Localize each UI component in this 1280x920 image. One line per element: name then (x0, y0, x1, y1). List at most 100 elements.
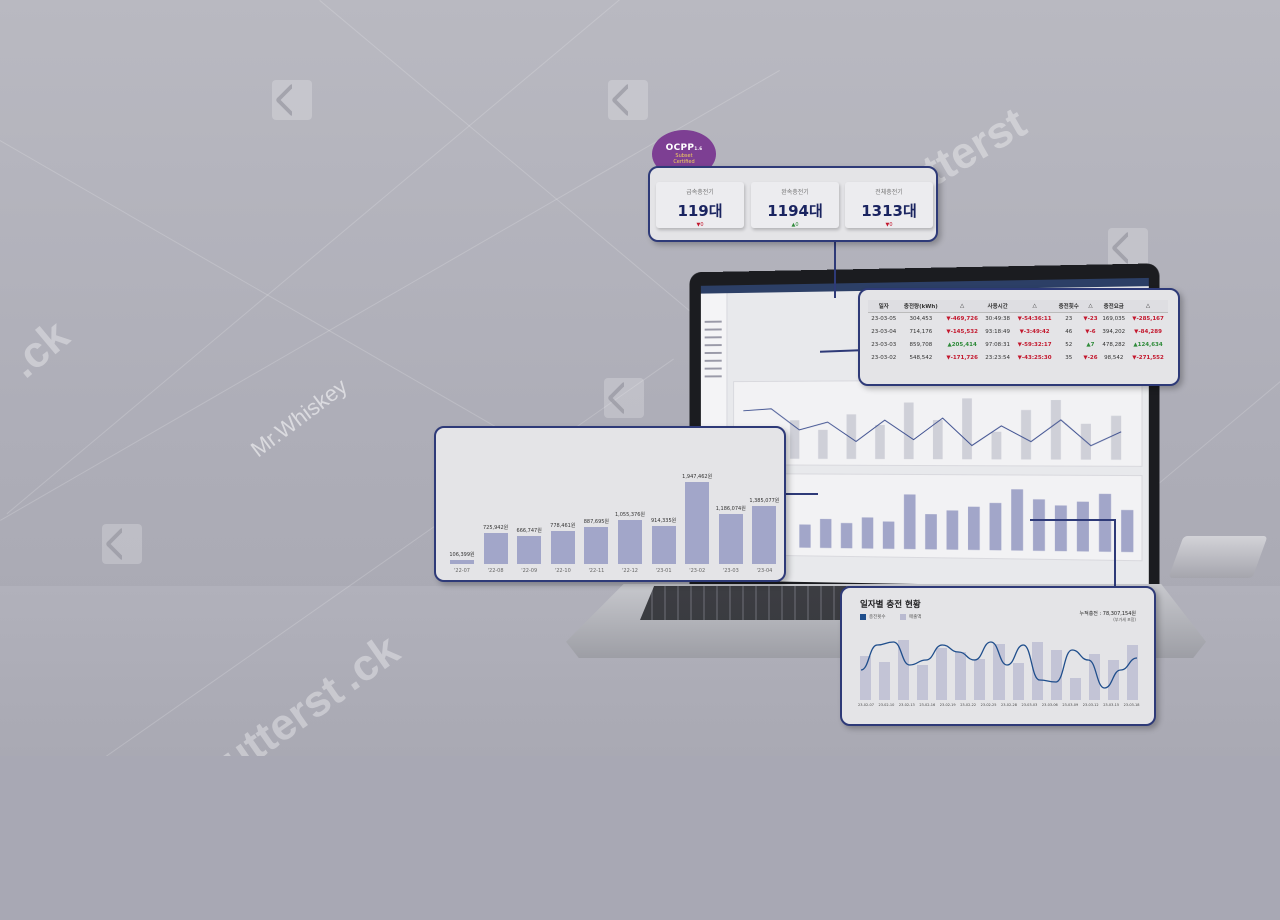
monthly-x-label: '23-02 (682, 568, 712, 574)
charger-count-card: 급속충전기 119대 ▼0 완속충전기 1194대 ▲0 전체충전기 1313대… (648, 166, 938, 242)
daily-x-label: 23-03-15 (1101, 703, 1121, 707)
table-cell: ▼-84,289 (1128, 325, 1168, 338)
monthly-bar-label: 106,399원 (440, 551, 484, 558)
table-cell: ▼-271,552 (1128, 351, 1168, 364)
table-cell: ▼-171,726 (942, 351, 982, 364)
daily-usage-table: 일자 충전량(kWh) △ 사용시간 △ 충전횟수 △ 충전요금 △ 23-03… (868, 300, 1168, 364)
table-cell: 35 (1056, 351, 1082, 364)
table-row: 23-03-02 548,542 ▼-171,726 23:23:54 ▼-43:25:… (868, 351, 1168, 364)
table-cell: ▼-469,726 (942, 312, 982, 325)
table-cell: ▲124,634 (1128, 338, 1168, 351)
table-cell: 169,035 (1099, 312, 1128, 325)
monthly-x-label: '22-11 (581, 568, 611, 574)
ocpp-badge-title: OCPP (666, 143, 695, 153)
watermark-credit: Mr.Whiskey (246, 374, 352, 463)
bottom-band (0, 756, 1280, 920)
table-cell: ▼-3:49:42 (1013, 325, 1056, 338)
table-cell: 23-03-03 (868, 338, 900, 351)
stat-slow-charger: 완속충전기 1194대 ▲0 (751, 182, 839, 228)
monthly-x-label: '22-12 (615, 568, 645, 574)
table-cell: 52 (1056, 338, 1082, 351)
monthly-x-label: '23-03 (716, 568, 746, 574)
monthly-bar-label: 1,385,077원 (742, 497, 786, 504)
daily-x-label: 23-02-28 (999, 703, 1019, 707)
daily-x-label: 23-02-25 (979, 703, 999, 707)
monthly-bar (719, 514, 743, 564)
stat-delta: ▼0 (656, 222, 744, 228)
table-cell: 93:18:49 (982, 325, 1013, 338)
cumulative-total-note: (부가세 포함) (1080, 617, 1137, 623)
table-cell: 23 (1056, 312, 1082, 325)
daily-x-label: 23-02-07 (856, 703, 876, 707)
callout-connector (1114, 519, 1116, 587)
table-cell: 98,542 (1099, 351, 1128, 364)
dashboard-line-chart-panel (733, 379, 1142, 467)
watermark-text: .ck (0, 311, 79, 389)
table-cell: 394,202 (1099, 325, 1128, 338)
table-cell: 859,708 (900, 338, 943, 351)
stat-delta: ▼0 (845, 222, 933, 228)
table-header: 사용시간 (982, 300, 1013, 312)
monthly-x-label: '23-01 (649, 568, 679, 574)
monthly-bar (618, 520, 642, 564)
table-header-row: 일자 충전량(kWh) △ 사용시간 △ 충전횟수 △ 충전요금 △ (868, 300, 1168, 312)
table-cell: 23-03-04 (868, 325, 900, 338)
ocpp-badge-certified: Certified (652, 159, 716, 165)
cumulative-total-value: 누적충전 : 78,307,154원 (1080, 610, 1137, 617)
table-cell: ▼-59:32:17 (1013, 338, 1056, 351)
monthly-bar (685, 482, 709, 564)
table-cell: 548,542 (900, 351, 943, 364)
monthly-bar (484, 533, 508, 564)
table-row: 23-03-05 304,453 ▼-469,726 30:49:38 ▼-54:36:… (868, 312, 1168, 325)
phone-device (1168, 536, 1267, 578)
daily-x-label: 23-03-18 (1122, 703, 1142, 707)
callout-connector (834, 242, 836, 298)
table-cell: ▼-145,532 (942, 325, 982, 338)
daily-charging-card: 일자별 충전 현황 충전횟수 매출액 누적충전 : 78,307,154원 (부… (840, 586, 1156, 726)
daily-charging-chart: 23-02-07 23-02-10 23-02-13 23-02-16 23-02-19… (856, 632, 1142, 712)
table-header: △ (1082, 300, 1100, 312)
stat-value: 119대 (656, 200, 744, 221)
daily-x-label: 23-02-19 (938, 703, 958, 707)
cumulative-total: 누적충전 : 78,307,154원 (부가세 포함) (1080, 610, 1137, 623)
legend-item-count: 충전횟수 (860, 614, 886, 620)
table-cell: 23-03-05 (868, 312, 900, 325)
legend-label: 충전횟수 (869, 614, 886, 620)
table-row: 23-03-03 859,708 ▲205,414 97:08:31 ▼-59:32:1… (868, 338, 1168, 351)
stat-total-charger: 전체충전기 1313대 ▼0 (845, 182, 933, 228)
table-cell: 23:23:54 (982, 351, 1013, 364)
monthly-bar-label: 914,335원 (642, 517, 686, 524)
watermark-logo-icon (272, 80, 312, 120)
monthly-bar (752, 506, 776, 564)
monthly-bar (517, 536, 541, 564)
legend-label: 매출액 (909, 614, 921, 620)
stat-delta: ▲0 (751, 222, 839, 228)
table-cell: ▼-54:36:11 (1013, 312, 1056, 325)
table-cell: ▲205,414 (942, 338, 982, 351)
table-header: 충전량(kWh) (900, 300, 943, 312)
watermark-logo-icon (102, 524, 142, 564)
callout-connector (784, 493, 818, 495)
table-cell: 478,282 (1099, 338, 1128, 351)
table-cell: ▼-6 (1082, 325, 1100, 338)
monthly-bar-label: 1,186,074원 (709, 505, 753, 512)
table-cell: 714,176 (900, 325, 943, 338)
table-header: 충전요금 (1099, 300, 1128, 312)
watermark-logo-icon (1108, 228, 1148, 268)
monthly-bar (450, 560, 474, 564)
monthly-x-label: '22-07 (447, 568, 477, 574)
daily-x-label: 23-03-03 (1019, 703, 1039, 707)
dashboard-bar-chart-panel (733, 473, 1142, 561)
table-cell: 46 (1056, 325, 1082, 338)
table-header: △ (1128, 300, 1168, 312)
daily-chart-title: 일자별 충전 현황 (860, 598, 921, 610)
stat-fast-charger: 급속충전기 119대 ▼0 (656, 182, 744, 228)
stat-label: 전체충전기 (845, 187, 933, 196)
daily-line (861, 642, 1137, 688)
stat-label: 급속충전기 (656, 187, 744, 196)
legend-item-revenue: 매출액 (900, 614, 921, 620)
monthly-x-label: '22-09 (514, 568, 544, 574)
table-cell: ▼-23 (1082, 312, 1100, 325)
table-cell: 30:49:38 (982, 312, 1013, 325)
table-header: △ (1013, 300, 1056, 312)
